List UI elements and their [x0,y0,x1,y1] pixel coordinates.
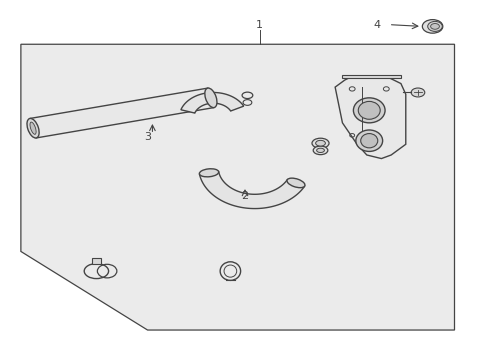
Ellipse shape [313,146,328,155]
Ellipse shape [411,88,425,97]
Polygon shape [199,172,305,208]
Text: 2: 2 [242,191,248,201]
Ellipse shape [205,88,217,108]
Polygon shape [30,88,214,138]
Ellipse shape [27,118,39,138]
Polygon shape [181,93,244,113]
Ellipse shape [30,122,36,134]
Ellipse shape [422,19,443,33]
Ellipse shape [317,148,324,153]
Text: 3: 3 [144,132,151,142]
Ellipse shape [287,178,305,188]
Ellipse shape [353,98,385,123]
Ellipse shape [361,134,378,148]
Ellipse shape [312,138,329,148]
Ellipse shape [431,23,440,29]
Text: 4: 4 [373,19,380,30]
Polygon shape [21,44,455,330]
Ellipse shape [358,102,380,119]
Polygon shape [343,75,401,78]
Ellipse shape [199,169,219,177]
FancyBboxPatch shape [93,258,101,264]
Text: 1: 1 [256,19,263,30]
Polygon shape [335,76,406,158]
Ellipse shape [356,130,383,152]
Ellipse shape [316,140,325,146]
Ellipse shape [428,21,442,31]
